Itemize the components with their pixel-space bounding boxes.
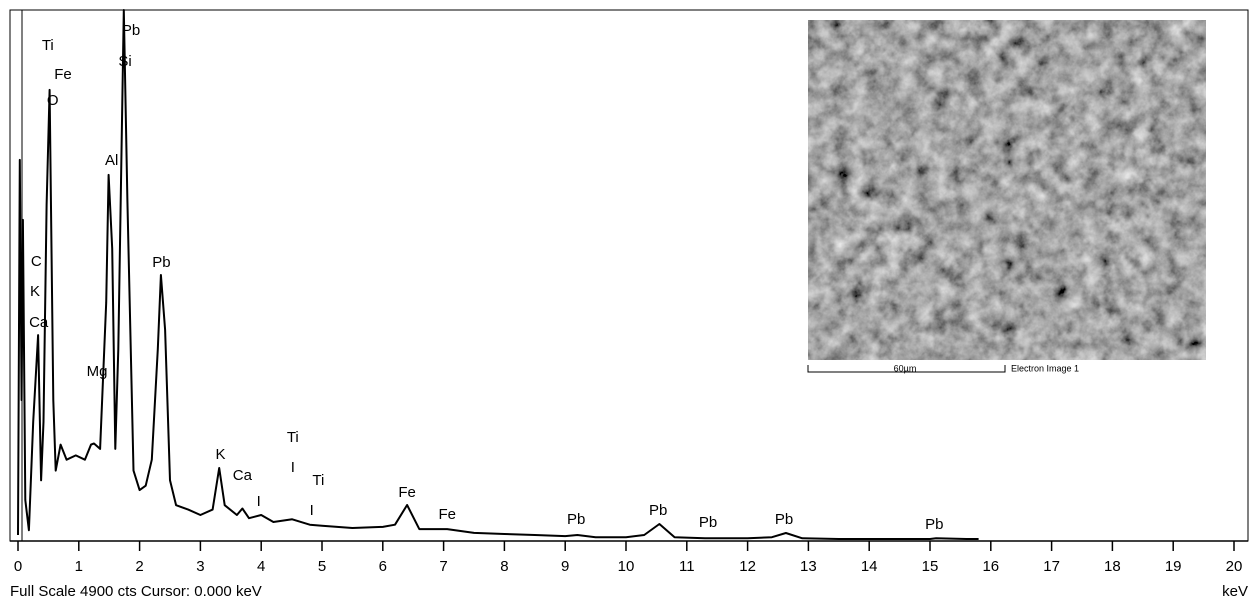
image-caption: Electron Image 1 [1011, 363, 1079, 373]
scale-bar [807, 365, 1006, 373]
x-tick-label: 3 [196, 558, 204, 575]
peak-label: O [47, 92, 59, 109]
scale-label: 60µm [894, 363, 917, 373]
peak-label: K [30, 283, 40, 300]
x-tick-label: 17 [1043, 558, 1060, 575]
x-tick-label: 11 [679, 558, 695, 575]
image-texture [808, 20, 1206, 360]
peak-label: Fe [54, 66, 72, 83]
x-tick-label: 12 [739, 558, 756, 575]
x-tick-label: 7 [439, 558, 447, 575]
x-tick-label: 9 [561, 558, 569, 575]
x-tick-label: 10 [618, 558, 635, 575]
x-tick-label: 0 [14, 558, 22, 575]
spectrum-line [17, 9, 979, 540]
x-tick-label: 15 [922, 558, 939, 575]
peak-label: Pb [567, 511, 585, 528]
peak-label: Ti [312, 472, 324, 489]
peak-label: Fe [398, 484, 416, 501]
peak-label: I [310, 502, 314, 519]
peak-label: Ti [287, 429, 299, 446]
x-axis-label: keV [1222, 583, 1248, 600]
peak-label: Al [105, 152, 118, 169]
x-tick-label: 6 [379, 558, 387, 575]
x-tick-label: 18 [1104, 558, 1121, 575]
x-tick-label: 20 [1226, 558, 1243, 575]
peak-label: Ti [42, 37, 54, 54]
peak-label: Si [118, 53, 131, 70]
x-tick-label: 13 [800, 558, 817, 575]
peak-label: I [257, 493, 261, 510]
x-tick-label: 16 [982, 558, 999, 575]
electron-image: 60µm Electron Image 1 [807, 20, 1206, 373]
x-tick-label: 8 [500, 558, 508, 575]
peak-label: K [215, 446, 225, 463]
peak-label: Pb [152, 254, 170, 271]
peak-label: Pb [775, 511, 793, 528]
x-tick-label: 2 [135, 558, 143, 575]
peak-label: C [31, 253, 42, 270]
x-tick-label: 1 [75, 558, 83, 575]
peak-label: Pb [122, 22, 140, 39]
peak-label: Ca [29, 314, 49, 331]
x-tick-label: 19 [1165, 558, 1182, 575]
peak-label: Pb [699, 514, 717, 531]
peak-label: I [291, 459, 295, 476]
x-tick-label: 14 [861, 558, 878, 575]
x-tick-label: 4 [257, 558, 265, 575]
peak-label: Pb [925, 516, 943, 533]
peak-label: Pb [649, 502, 667, 519]
peak-label: Fe [438, 506, 456, 523]
peak-label: Mg [87, 363, 108, 380]
peak-label: Ca [233, 467, 253, 484]
footer: Full Scale 4900 cts Cursor: 0.000 keV [10, 583, 262, 600]
x-tick-label: 5 [318, 558, 326, 575]
